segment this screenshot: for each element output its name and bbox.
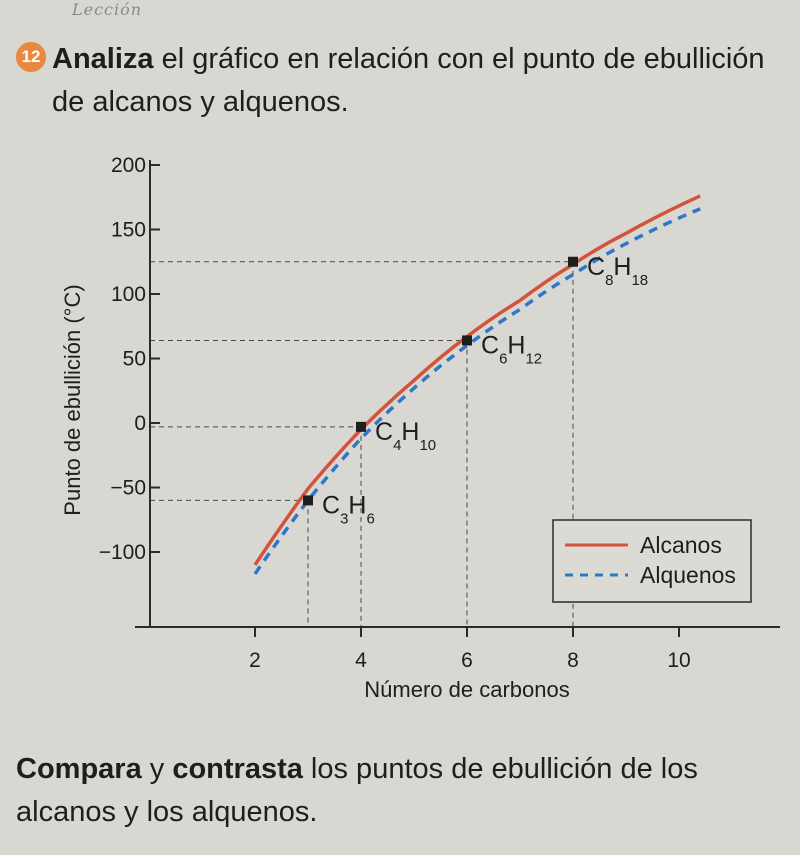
y-tick-label: 200	[111, 154, 146, 177]
highlighted-points: C3H6 C4H10 C6H12 C8H18	[303, 253, 648, 527]
y-tick-label: 150	[111, 219, 146, 242]
axes: 200 150 100 50 0 −50 −100 2 4 6 8 10 Número de carbo…	[60, 154, 780, 700]
point-marker	[462, 335, 472, 346]
instruction-text: Compara y contrasta los puntos de ebulli…	[16, 748, 786, 834]
x-tick-label: 10	[667, 649, 690, 672]
y-tick-label: 50	[123, 348, 146, 371]
x-axis-title: Número de carbonos	[364, 677, 569, 700]
y-tick-label: 0	[134, 412, 146, 435]
point-marker	[568, 256, 578, 267]
boiling-point-chart: 200 150 100 50 0 −50 −100 2 4 6 8 10 Número de carbo…	[60, 154, 780, 700]
y-tick-label: −100	[99, 541, 146, 564]
point-marker	[303, 495, 313, 506]
series-line-alquenos	[253, 207, 701, 575]
y-tick-label: 100	[111, 283, 146, 306]
reference-lines	[150, 261, 574, 627]
x-tick-label: 4	[355, 649, 367, 672]
footer-text: los puntos de ebullición de los alcanos …	[16, 753, 698, 828]
x-tick-label: 8	[567, 649, 579, 672]
point-formula-label: C4H10	[375, 418, 436, 454]
title-bold-verb: Analiza	[52, 43, 154, 75]
handwritten-note: Lección	[72, 0, 143, 19]
y-tick-label: −50	[110, 477, 146, 500]
legend-box	[552, 519, 752, 603]
footer-bold-verb-2: contrasta	[172, 753, 303, 785]
question-number-badge: 12	[16, 42, 46, 72]
legend-label-alquenos: Alquenos	[640, 562, 736, 588]
point-formula-label: C3H6	[322, 491, 375, 527]
point-formula-label: C8H18	[587, 253, 648, 289]
legend-label-alcanos: Alcanos	[640, 532, 722, 558]
x-tick-label: 2	[249, 649, 261, 672]
footer-bold-verb-1: Compara	[16, 753, 142, 785]
footer-connector: y	[141, 753, 173, 785]
point-formula-label: C6H12	[481, 331, 542, 367]
title-text: el gráfico en relación con el punto de e…	[52, 43, 765, 118]
x-tick-label: 6	[461, 649, 473, 672]
point-marker	[356, 421, 366, 432]
chart-legend: Alcanos Alquenos	[552, 519, 752, 603]
question-title: Analiza el gráfico en relación con el pu…	[52, 38, 772, 124]
y-axis-title: Punto de ebullición (°C)	[60, 284, 85, 515]
